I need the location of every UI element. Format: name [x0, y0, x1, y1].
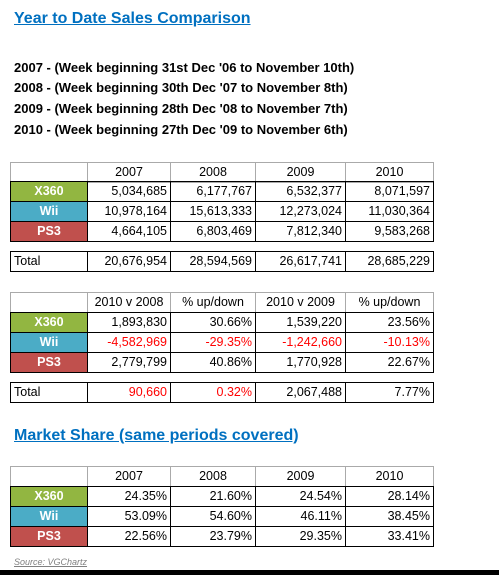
column-header: 2010 v 2008 [87, 292, 171, 313]
column-header: 2010 v 2009 [255, 292, 346, 313]
data-cell: -29.35% [170, 332, 256, 353]
period-line: 2007 - (Week beginning 31st Dec '06 to N… [14, 60, 355, 75]
column-header: 2009 [255, 466, 346, 487]
data-cell: 33.41% [345, 526, 434, 547]
data-cell: 1,539,220 [255, 312, 346, 333]
row-label: PS3 [10, 352, 88, 373]
period-line: 2010 - (Week beginning 27th Dec '09 to N… [14, 122, 348, 137]
data-cell: -4,582,969 [87, 332, 171, 353]
total-cell: 20,676,954 [87, 251, 171, 272]
data-cell: 21.60% [170, 486, 256, 507]
column-header: 2010 [345, 466, 434, 487]
period-line: 2008 - (Week beginning 30th Dec '07 to N… [14, 80, 348, 95]
data-cell: 15,613,333 [170, 201, 256, 222]
data-cell: 24.54% [255, 486, 346, 507]
total-cell: 7.77% [345, 382, 434, 403]
row-label: Wii [10, 332, 88, 353]
row-label: Wii [10, 506, 88, 527]
row-label: PS3 [10, 526, 88, 547]
data-cell: 22.67% [345, 352, 434, 373]
header-blank [10, 466, 88, 487]
row-label: PS3 [10, 221, 88, 242]
row-label: X360 [10, 181, 88, 202]
data-cell: 22.56% [87, 526, 171, 547]
data-cell: -1,242,660 [255, 332, 346, 353]
data-cell: 23.56% [345, 312, 434, 333]
data-cell: 29.35% [255, 526, 346, 547]
total-label: Total [10, 382, 88, 403]
data-cell: 6,803,469 [170, 221, 256, 242]
total-cell: 2,067,488 [255, 382, 346, 403]
column-header: 2008 [170, 162, 256, 183]
total-cell: 26,617,741 [255, 251, 346, 272]
source: Source: VGChartz [14, 557, 88, 567]
total-cell: 90,660 [87, 382, 171, 403]
data-cell: 1,893,830 [87, 312, 171, 333]
total-label: Total [10, 251, 88, 272]
data-cell: 2,779,799 [87, 352, 171, 373]
row-label: X360 [10, 486, 88, 507]
data-cell: 8,071,597 [345, 181, 434, 202]
data-cell: 10,978,164 [87, 201, 171, 222]
data-cell: 9,583,268 [345, 221, 434, 242]
data-cell: 23.79% [170, 526, 256, 547]
period-line: 2009 - (Week beginning 28th Dec '08 to N… [14, 101, 348, 116]
total-cell: 0.32% [170, 382, 256, 403]
column-header: 2007 [87, 162, 171, 183]
data-cell: 40.86% [170, 352, 256, 373]
data-cell: 4,664,105 [87, 221, 171, 242]
data-cell: 53.09% [87, 506, 171, 527]
total-cell: 28,594,569 [170, 251, 256, 272]
data-cell: 12,273,024 [255, 201, 346, 222]
data-cell: 38.45% [345, 506, 434, 527]
data-cell: 7,812,340 [255, 221, 346, 242]
data-cell: 30.66% [170, 312, 256, 333]
header-blank [10, 162, 88, 183]
title: Year to Date Sales Comparison [14, 10, 251, 27]
column-header: 2007 [87, 466, 171, 487]
footer-bar [0, 570, 499, 575]
data-cell: 54.60% [170, 506, 256, 527]
data-cell: -10.13% [345, 332, 434, 353]
data-cell: 6,177,767 [170, 181, 256, 202]
data-cell: 46.11% [255, 506, 346, 527]
data-cell: 6,532,377 [255, 181, 346, 202]
data-cell: 5,034,685 [87, 181, 171, 202]
row-label: X360 [10, 312, 88, 333]
data-cell: 1,770,928 [255, 352, 346, 373]
column-header: % up/down [345, 292, 434, 313]
data-cell: 28.14% [345, 486, 434, 507]
header-blank [10, 292, 88, 313]
column-header: 2008 [170, 466, 256, 487]
section-title: Market Share (same periods covered) [14, 427, 299, 444]
data-cell: 24.35% [87, 486, 171, 507]
total-cell: 28,685,229 [345, 251, 434, 272]
column-header: % up/down [170, 292, 256, 313]
data-cell: 11,030,364 [345, 201, 434, 222]
column-header: 2010 [345, 162, 434, 183]
row-label: Wii [10, 201, 88, 222]
column-header: 2009 [255, 162, 346, 183]
